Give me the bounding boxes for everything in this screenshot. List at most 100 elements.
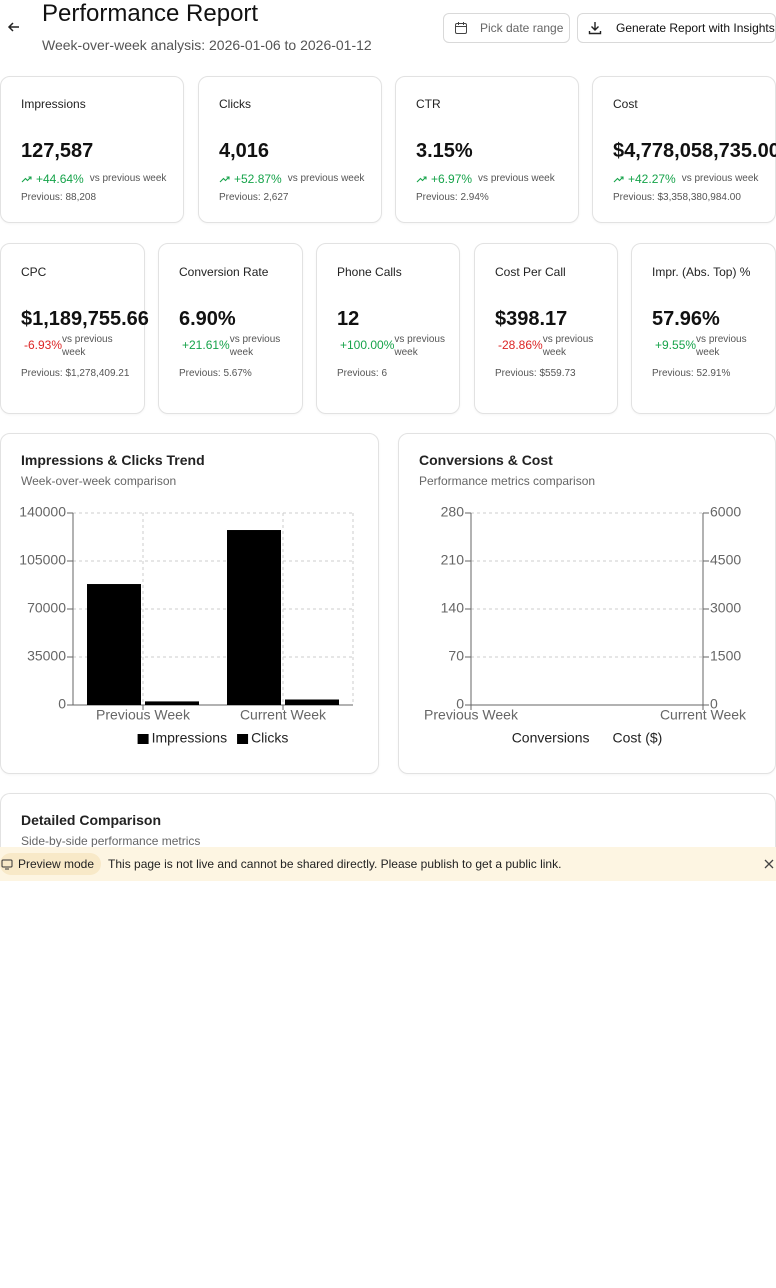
kpi-previous: Previous: 88,208 [21,192,97,203]
kpi-change-row: +21.61% vs previous week [182,334,294,359]
x-tick-label: Previous Week [424,707,519,723]
kpi-label: Cost [613,97,638,111]
kpi-change: +9.55% [655,338,697,352]
detail-subtitle: Side-by-side performance metrics [21,834,201,848]
kpi-change-row: +42.27% vs previous week [613,172,758,186]
bar [87,584,141,705]
preview-badge: Preview mode [0,853,102,875]
generate-report-button[interactable]: Generate Report with Insights [577,13,776,43]
x-tick-label: Current Week [240,707,327,723]
kpi-card: CTR 3.15% +6.97% vs previous week Previous: … [395,76,579,223]
page-subtitle: Week-over-week analysis: 2026-01-06 to 2… [42,37,372,53]
y2-tick-label: 0 [710,696,718,712]
kpi-change: +100.00% [340,338,395,352]
kpi-previous: Previous: 52.91% [652,368,731,379]
chart-subtitle: Performance metrics comparison [419,474,596,488]
kpi-change: -6.93% [24,338,63,352]
kpi-comparison: vs previous week [478,173,555,184]
kpi-comparison: vs previous week [394,334,445,358]
legend-swatch [237,734,249,744]
kpi-previous: Previous: 6 [337,368,388,379]
trend-icon [416,176,427,183]
kpi-previous: Previous: 5.67% [179,368,252,379]
y2-tick-label: 1500 [710,648,741,664]
date-range-button[interactable]: Pick date range [443,13,570,43]
x-tick-label: Previous Week [96,707,191,723]
chart-title: Impressions & Clicks Trend [21,452,205,468]
kpi-previous: Previous: 2,627 [219,192,289,203]
kpi-label: Impr. (Abs. Top) % [652,265,751,279]
y2-tick-label: 3000 [710,600,741,616]
y-tick-label: 210 [441,552,465,568]
kpi-change: +6.97% [431,172,473,186]
kpi-change: -28.86% [498,338,543,352]
kpi-previous: Previous: $3,358,380,984.00 [613,192,741,203]
trend-icon [613,176,624,183]
preview-icon [1,859,13,870]
kpi-value: $4,778,058,735.00 [613,140,776,162]
kpi-comparison: vs previous week [62,334,113,358]
kpi-value: 127,587 [21,140,94,162]
back-arrow[interactable] [7,20,21,34]
kpi-comparison: vs previous week [681,173,759,184]
calendar-icon [455,22,467,34]
kpi-card: Impressions 127,587 +44.64% vs previous wee… [0,76,184,223]
kpi-comparison: vs previous week [542,334,594,358]
page-title: Performance Report [42,0,259,27]
chart: 0 35000 70000 105000 140000 Previous Week Curr… [19,504,354,746]
trend-icon [219,176,230,183]
kpi-comparison: vs previous week [229,334,281,358]
download-icon [588,22,602,35]
kpi-value: 3.15% [416,140,473,162]
kpi-previous: Previous: 2.94% [416,192,489,203]
kpi-change-row: +9.55% vs previous week [655,334,767,359]
legend-swatch [137,734,149,744]
legend: Impressions Clicks [137,730,288,746]
kpi-change: +42.27% [628,172,676,186]
chart: 0 70 140 210 280 0 1500 3000 4500 6000 Previous We… [424,504,747,746]
y-tick-label: 280 [441,504,465,520]
detail-title: Detailed Comparison [21,812,162,828]
kpi-card: Conversion Rate 6.90% +21.61% vs previous w… [158,243,303,414]
chart-subtitle: Week-over-week comparison [21,474,177,488]
legend-label: Clicks [251,730,288,746]
kpi-label: Clicks [219,97,251,111]
bar [285,699,339,705]
y-tick-label: 0 [456,696,464,712]
kpi-change-row: -6.93% vs previous week [24,334,136,359]
kpi-comparison: vs previous week [287,173,365,184]
kpi-previous: Previous: $1,278,409.21 [21,368,130,379]
kpi-change-row: -28.86% vs previous week [498,334,609,359]
y2-tick-label: 4500 [710,552,741,568]
kpi-card: Cost Per Call $398.17 -28.86% vs previous w… [474,243,618,414]
legend: Conversions Cost ($) [512,730,663,746]
kpi-value: 6.90% [179,308,236,330]
y-tick-label: 105000 [19,552,66,568]
kpi-value: 12 [337,308,360,330]
kpi-label: CTR [416,97,441,111]
kpi-previous: Previous: $559.73 [495,368,576,379]
y-tick-label: 70000 [27,600,66,616]
kpi-change: +21.61% [182,338,230,352]
kpi-label: Phone Calls [337,265,402,279]
bar [145,701,199,705]
kpi-change-row: +44.64% vs previous week [21,172,166,186]
y-tick-label: 35000 [27,648,66,664]
y-tick-label: 140 [441,600,465,616]
kpi-card: CPC $1,189,755.66 -6.93% vs previous week Pr… [0,243,149,414]
preview-message: This page is not live and cannot be shar… [108,857,562,871]
close-button[interactable] [764,859,774,869]
x-tick-label: Current Week [660,707,747,723]
y-tick-label: 70 [448,648,464,664]
kpi-change-row: +100.00% vs previous week [340,334,451,359]
kpi-label: CPC [21,265,47,279]
kpi-label: Conversion Rate [179,265,269,279]
y2-tick-label: 6000 [710,504,741,520]
kpi-value: $1,189,755.66 [21,308,149,330]
kpi-change: +52.87% [234,172,282,186]
chart-title: Conversions & Cost [419,452,553,468]
legend-label: Impressions [152,730,227,746]
kpi-change-row: +52.87% vs previous week [219,172,364,186]
generate-report-label: Generate Report with Insights [616,21,775,35]
